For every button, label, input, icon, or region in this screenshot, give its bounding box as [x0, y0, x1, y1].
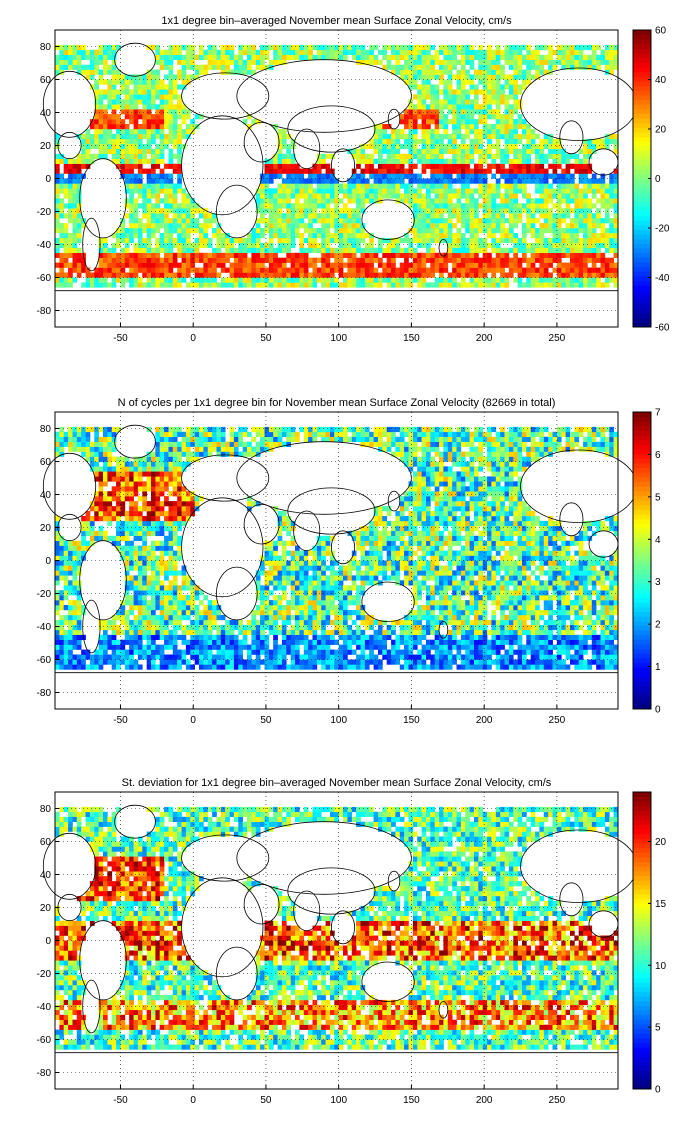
x-tick-label: 0 — [190, 1095, 196, 1106]
colorbar-tick-label: 7 — [655, 408, 661, 419]
colorbar-tick-label: 0 — [655, 174, 661, 185]
colorbar-tick-label: 0 — [655, 705, 661, 716]
chart-panel-2: N of cycles per 1x1 degree bin for Novem… — [37, 397, 661, 726]
x-tick-label: 50 — [260, 1095, 272, 1106]
antarctica — [55, 1052, 618, 1089]
x-tick-label: 200 — [476, 333, 493, 344]
x-tick-label: 0 — [190, 715, 196, 726]
x-tick-label: 150 — [403, 1095, 420, 1106]
x-tick-label: 250 — [549, 715, 566, 726]
y-tick-label: 20 — [40, 141, 52, 152]
coastlines — [42, 42, 638, 272]
grid — [55, 792, 618, 1089]
stdev-heatmap — [55, 806, 619, 1050]
colorbar-tick-label: 20 — [655, 125, 667, 136]
x-tick-label: -50 — [113, 715, 128, 726]
colorbar: 20 15 10 5 0 — [632, 791, 667, 1096]
colorbar-tick-label: 5 — [655, 492, 661, 503]
y-tick-label: 20 — [40, 903, 52, 914]
colorbar-frame — [632, 411, 652, 710]
colorbar-tick-label: -40 — [655, 273, 670, 284]
y-tick-label: -20 — [37, 969, 52, 980]
coastlines — [42, 424, 638, 654]
y-tick-label: -40 — [37, 622, 52, 633]
y-tick-label: -60 — [37, 273, 52, 284]
colorbar-tick-label: 60 — [655, 26, 667, 37]
y-tick-label: 20 — [40, 523, 52, 534]
y-tick-label: -40 — [37, 1002, 52, 1013]
y-tick-label: 80 — [40, 424, 52, 435]
colorbar: 7 6 5 4 3 2 1 0 — [632, 408, 661, 716]
cycles-heatmap — [55, 426, 619, 670]
colorbar-tick-label: 2 — [655, 620, 661, 631]
y-tick-label: 0 — [45, 174, 51, 185]
grid — [55, 412, 618, 709]
colorbar-tick-label: 4 — [655, 535, 661, 546]
antarctica — [55, 290, 618, 327]
velocity-heatmap — [55, 44, 619, 288]
x-tick-label: 50 — [260, 715, 272, 726]
colorbar-tick-label: 3 — [655, 577, 661, 588]
x-tick-label: 250 — [549, 1095, 566, 1106]
chart-title: N of cycles per 1x1 degree bin for Novem… — [118, 397, 556, 409]
y-tick-label: 40 — [40, 490, 52, 501]
colorbar-tick-label: 10 — [655, 961, 667, 972]
colorbar: 60 40 20 0 -20 -40 -60 — [632, 26, 670, 334]
chart-title: 1x1 degree bin–averaged November mean Su… — [161, 15, 512, 27]
x-tick-label: 0 — [190, 333, 196, 344]
x-tick-label: 100 — [330, 333, 347, 344]
colorbar-tick-label: 20 — [655, 837, 667, 848]
y-tick-label: -20 — [37, 589, 52, 600]
y-tick-label: -80 — [37, 1068, 52, 1079]
y-tick-label: -40 — [37, 240, 52, 251]
colorbar-tick-label: -20 — [655, 224, 670, 235]
y-tick-label: 80 — [40, 804, 52, 815]
y-tick-label: -60 — [37, 1035, 52, 1046]
x-tick-label: 200 — [476, 715, 493, 726]
colorbar-tick-label: 15 — [655, 899, 667, 910]
x-tick-label: 250 — [549, 333, 566, 344]
colorbar-tick-label: 0 — [655, 1085, 661, 1096]
x-tick-label: 100 — [330, 1095, 347, 1106]
y-tick-label: 40 — [40, 870, 52, 881]
colorbar-tick-label: 1 — [655, 662, 661, 673]
x-tick-label: 100 — [330, 715, 347, 726]
y-tick-label: -60 — [37, 655, 52, 666]
y-tick-label: 0 — [45, 556, 51, 567]
y-tick-label: -80 — [37, 306, 52, 317]
grid — [55, 30, 618, 327]
chart-title: St. deviation for 1x1 degree bin–average… — [122, 777, 552, 789]
chart-panel-1: 1x1 degree bin–averaged November mean Su… — [37, 15, 670, 344]
y-tick-label: -80 — [37, 688, 52, 699]
antarctica — [55, 672, 618, 709]
y-tick-label: -20 — [37, 207, 52, 218]
colorbar-tick-label: 6 — [655, 450, 661, 461]
colorbar-tick-label: -60 — [655, 323, 670, 334]
colorbar-tick-label: 5 — [655, 1023, 661, 1034]
x-tick-label: -50 — [113, 1095, 128, 1106]
chart-panel-3: St. deviation for 1x1 degree bin–average… — [37, 777, 667, 1106]
x-tick-label: 50 — [260, 333, 272, 344]
colorbar-frame — [632, 791, 652, 1090]
y-tick-label: 0 — [45, 936, 51, 947]
x-tick-label: 150 — [403, 333, 420, 344]
y-tick-label: 60 — [40, 837, 52, 848]
y-tick-label: 80 — [40, 42, 52, 53]
x-tick-label: 150 — [403, 715, 420, 726]
colorbar-tick-label: 40 — [655, 75, 667, 86]
y-tick-label: 60 — [40, 457, 52, 468]
y-tick-label: 40 — [40, 108, 52, 119]
x-tick-label: -50 — [113, 333, 128, 344]
y-tick-label: 60 — [40, 75, 52, 86]
x-tick-label: 200 — [476, 1095, 493, 1106]
